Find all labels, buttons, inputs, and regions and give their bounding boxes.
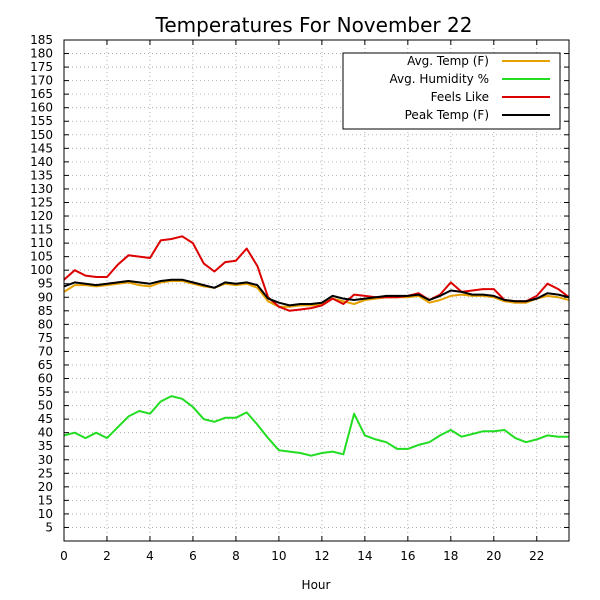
- y-tick-label: 60: [38, 372, 53, 386]
- y-tick-label: 85: [38, 304, 53, 318]
- legend-label: Feels Like: [431, 90, 489, 104]
- y-tick-label: 175: [30, 60, 53, 74]
- y-tick-label: 150: [30, 128, 53, 142]
- y-tick-label: 165: [30, 87, 53, 101]
- legend: Avg. Temp (F) Avg. Humidity % Feels Like Pe…: [342, 52, 561, 130]
- x-tick-label: 8: [232, 549, 240, 563]
- x-tick-label: 14: [357, 549, 372, 563]
- y-tick-label: 40: [38, 426, 53, 440]
- series-lines: [63, 235, 570, 457]
- y-tick-label: 20: [38, 480, 53, 494]
- series-line-feels-like: [63, 235, 570, 312]
- x-tick-label: 10: [271, 549, 286, 563]
- x-axis-label: Hour: [302, 578, 331, 592]
- y-tick-label: 15: [38, 493, 53, 507]
- y-tick-label: 105: [30, 250, 53, 264]
- x-tick-label: 18: [443, 549, 458, 563]
- legend-label: Avg. Humidity %: [390, 72, 489, 86]
- y-tick-label: 35: [38, 439, 53, 453]
- x-tick-label: 20: [486, 549, 501, 563]
- x-tick-label: 16: [400, 549, 415, 563]
- y-tick-label: 160: [30, 101, 53, 115]
- grid: [63, 39, 569, 541]
- x-tick-label: 22: [529, 549, 544, 563]
- y-tick-label: 25: [38, 466, 53, 480]
- y-tick-label: 115: [30, 223, 53, 237]
- y-tick-label: 75: [38, 331, 53, 345]
- x-tick-label: 0: [60, 549, 68, 563]
- y-tick-label: 65: [38, 358, 53, 372]
- y-tick-label: 5: [45, 520, 53, 534]
- y-tick-label: 90: [38, 290, 53, 304]
- y-tick-label: 180: [30, 47, 53, 61]
- series-line-avg-humidity: [63, 395, 569, 457]
- y-tick-label: 135: [30, 168, 53, 182]
- y-tick-label: 45: [38, 412, 53, 426]
- y-tick-label: 130: [30, 182, 53, 196]
- y-tick-label: 125: [30, 195, 53, 209]
- y-tick-label: 50: [38, 399, 53, 413]
- y-tick-label: 120: [30, 209, 53, 223]
- x-tick-label: 4: [146, 549, 154, 563]
- legend-label: Avg. Temp (F): [407, 54, 489, 68]
- series-line-avg-temp-f: [63, 280, 570, 308]
- y-axis-ticks: 5101520253035404550556065707580859095100…: [30, 33, 569, 534]
- y-tick-label: 80: [38, 317, 53, 331]
- x-tick-label: 6: [189, 549, 197, 563]
- chart-title: Temperatures For November 22: [155, 13, 473, 37]
- y-tick-label: 185: [30, 33, 53, 47]
- legend-label: Peak Temp (F): [405, 108, 489, 122]
- y-tick-label: 55: [38, 385, 53, 399]
- y-tick-label: 145: [30, 141, 53, 155]
- legend-box: [342, 52, 561, 130]
- x-tick-label: 12: [314, 549, 329, 563]
- x-axis-ticks: 0 2 4 6 8 10 12 14 16 18 20 22: [60, 40, 544, 563]
- y-tick-label: 10: [38, 507, 53, 521]
- y-tick-label: 170: [30, 74, 53, 88]
- series-line-peak-temp-f: [63, 278, 570, 307]
- y-tick-label: 95: [38, 277, 53, 291]
- y-tick-label: 30: [38, 453, 53, 467]
- y-tick-label: 155: [30, 114, 53, 128]
- y-tick-label: 100: [30, 263, 53, 277]
- y-tick-label: 70: [38, 344, 53, 358]
- y-tick-label: 110: [30, 236, 53, 250]
- y-tick-label: 140: [30, 155, 53, 169]
- x-tick-label: 2: [103, 549, 111, 563]
- plot-frame: [63, 39, 570, 542]
